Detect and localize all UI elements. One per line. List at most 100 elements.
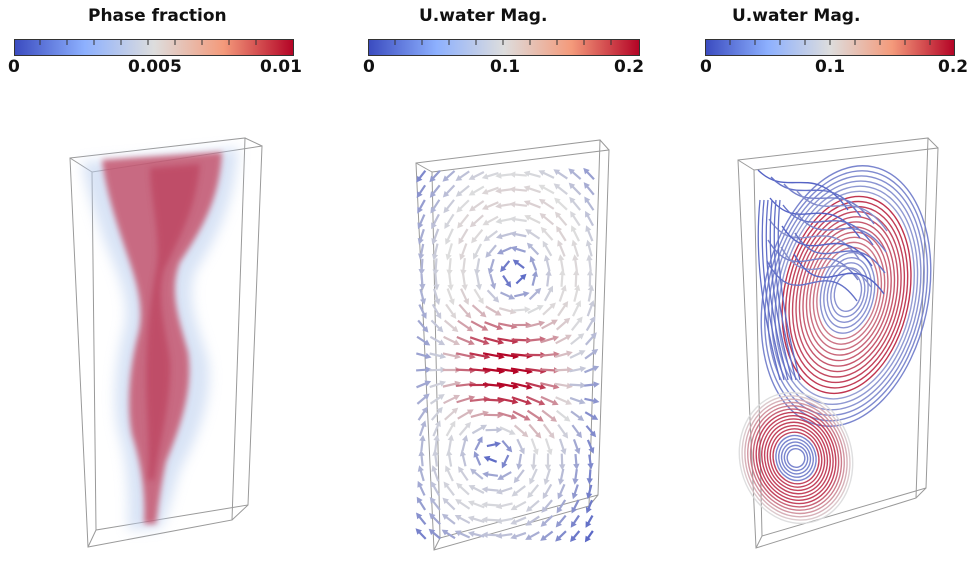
velocity-arrow: [541, 499, 553, 513]
velocity-arrow: [583, 167, 595, 181]
domain-bounding-box: [737, 137, 939, 549]
velocity-arrow: [568, 182, 582, 196]
velocity-arrow: [473, 288, 484, 305]
velocity-arrow: [540, 382, 560, 390]
colorbar-max-label: 0.2: [614, 57, 645, 77]
velocity-arrow: [559, 269, 566, 287]
velocity-arrow: [458, 466, 469, 482]
velocity-arrow: [483, 336, 505, 345]
streamline: [795, 211, 887, 253]
velocity-arrow: [443, 319, 459, 333]
streamline: [782, 204, 874, 246]
streamline: [786, 448, 806, 468]
velocity-arrow: [584, 332, 597, 346]
velocity-arrow: [430, 319, 444, 333]
velocity-arrow: [428, 528, 442, 540]
velocity-arrow: [529, 255, 538, 271]
velocity-arrow: [584, 349, 599, 360]
streamline: [760, 165, 932, 427]
velocity-arrow: [486, 289, 500, 303]
streamline: [744, 398, 848, 518]
velocity-arrow: [569, 350, 586, 359]
velocity-arrow: [483, 230, 498, 242]
streamline: [816, 246, 879, 340]
velocity-arrow: [431, 303, 442, 320]
velocity-arrow: [585, 210, 595, 227]
velocity-arrow: [570, 211, 581, 227]
velocity-arrow: [570, 410, 585, 421]
velocity-arrow: [571, 239, 580, 257]
streamline: [757, 169, 849, 211]
streamline: [783, 444, 809, 472]
velocity-arrow: [445, 420, 456, 437]
velocity-arrow: [510, 245, 526, 253]
velocity-arrow: [542, 240, 553, 257]
streamline: [793, 253, 885, 295]
velocity-arrow: [555, 514, 567, 528]
velocity-arrow: [554, 350, 573, 358]
velocity-arrow: [418, 304, 427, 320]
streamline: [819, 251, 876, 334]
velocity-arrow: [433, 273, 440, 291]
velocity-arrow: [471, 228, 484, 244]
velocity-arrow: [572, 300, 581, 317]
velocity-arrow: [456, 482, 470, 496]
velocity-arrow: [543, 254, 551, 272]
streamline: [812, 241, 882, 345]
velocity-arrow: [495, 517, 513, 524]
colorbar: [368, 39, 640, 56]
velocity-arrow: [416, 393, 430, 405]
velocity-arrow: [429, 335, 446, 346]
velocity-arrow: [557, 300, 569, 317]
velocity-arrow: [512, 259, 525, 269]
colorbar-max-label: 0.01: [260, 57, 302, 77]
velocity-arrow: [511, 396, 532, 406]
velocity-arrow: [416, 184, 427, 199]
velocity-arrow: [484, 321, 504, 331]
velocity-arrow: [419, 273, 426, 291]
velocity-arrow: [429, 169, 441, 183]
velocity-arrow: [554, 197, 568, 211]
velocity-arrow: [499, 426, 516, 435]
velocity-arrow: [523, 170, 541, 178]
velocity-arrow: [418, 243, 425, 260]
streamline: [741, 395, 851, 521]
colorbar-title: Phase fraction: [88, 6, 227, 26]
velocity-arrow: [481, 486, 499, 493]
velocity-arrow: [585, 499, 594, 514]
velocity-arrow: [489, 273, 497, 290]
volume-rendering-view: [39, 39, 263, 548]
velocity-arrow: [461, 273, 468, 291]
velocity-arrow: [554, 366, 574, 373]
streamline: [795, 216, 899, 373]
streamline-view: [729, 39, 939, 549]
velocity-arrow: [470, 468, 484, 480]
velocity-arrow: [571, 424, 582, 439]
velocity-arrow: [544, 453, 552, 471]
velocity-arrow: [460, 258, 467, 276]
velocity-arrow: [524, 214, 541, 225]
velocity-arrow: [442, 170, 456, 182]
velocity-arrow: [513, 424, 529, 438]
streamline: [752, 408, 840, 508]
velocity-arrow: [433, 434, 440, 452]
velocity-arrow: [475, 273, 483, 291]
velocity-arrow: [432, 258, 439, 276]
streamline: [747, 401, 845, 515]
velocity-arrow: [501, 439, 513, 453]
velocity-arrow: [540, 395, 559, 406]
velocity-arrow: [570, 225, 580, 242]
arrow-glyph-view: [394, 39, 612, 551]
velocity-arrow: [444, 407, 459, 421]
velocity-arrow: [485, 244, 497, 258]
velocity-arrow: [530, 438, 539, 456]
velocity-arrow: [529, 468, 538, 485]
velocity-arrow: [443, 481, 455, 496]
velocity-arrow: [459, 243, 468, 261]
domain-bounding-box: [69, 137, 263, 548]
velocity-arrow: [457, 213, 470, 229]
velocity-arrow: [481, 201, 499, 210]
velocity-arrow: [525, 531, 540, 540]
colorbar-title: U.water Mag.: [419, 6, 548, 26]
velocity-arrow: [523, 185, 541, 194]
